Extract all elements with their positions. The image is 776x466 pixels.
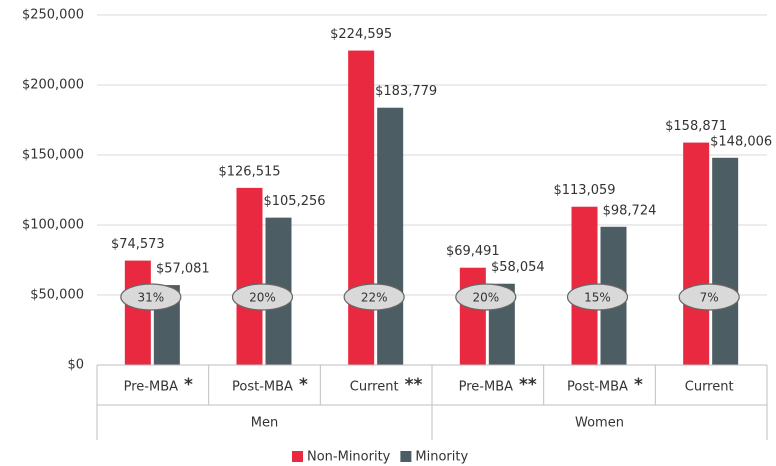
data-label: $69,491 <box>446 244 500 259</box>
bar <box>348 50 375 365</box>
data-label: $57,081 <box>156 262 210 277</box>
x-tick-label: Post-MBA <box>567 380 628 395</box>
data-label: $113,059 <box>553 183 615 198</box>
data-label: $98,724 <box>603 203 657 218</box>
legend-label: Non-Minority <box>307 450 391 465</box>
gap-badge <box>343 283 405 311</box>
y-tick-label: $100,000 <box>22 218 84 233</box>
bar <box>236 187 263 365</box>
y-tick-label: $250,000 <box>22 8 84 23</box>
y-tick-label: $0 <box>67 358 84 373</box>
x-tick-label: Post-MBA <box>232 380 293 395</box>
x-tick-label: Pre-MBA <box>459 380 513 395</box>
significance: ** <box>405 375 423 395</box>
data-label: $58,054 <box>491 260 545 275</box>
data-label: $224,595 <box>330 27 392 42</box>
legend-swatch <box>292 451 303 462</box>
gap-badge <box>566 283 629 311</box>
data-label: $74,573 <box>111 237 165 252</box>
significance: * <box>634 375 643 395</box>
gap-label: 20% <box>472 291 499 305</box>
bar <box>712 157 739 365</box>
x-tick-label: Pre-MBA <box>124 380 178 395</box>
bar <box>683 142 710 365</box>
significance: * <box>184 375 193 395</box>
significance: * <box>299 375 308 395</box>
group-label: Women <box>575 416 624 431</box>
data-label: $183,779 <box>375 84 437 99</box>
gap-badge <box>678 283 740 311</box>
gap-badge <box>231 283 294 311</box>
bar <box>377 107 404 365</box>
significance: ** <box>519 375 537 395</box>
y-tick-label: $150,000 <box>22 148 84 163</box>
gap-label: 22% <box>361 291 388 305</box>
x-tick-label: Current <box>350 380 399 395</box>
gap-badge <box>120 283 182 311</box>
gap-label: 7% <box>700 291 719 305</box>
data-label: $126,515 <box>218 164 280 179</box>
data-label: $158,871 <box>665 119 727 134</box>
data-label: $105,256 <box>263 194 325 209</box>
bar <box>124 260 151 365</box>
data-label: $148,006 <box>710 134 772 149</box>
group-label: Men <box>251 416 278 431</box>
gap-label: 31% <box>137 291 164 305</box>
gap-label: 20% <box>249 291 276 305</box>
bar <box>459 267 486 365</box>
legend-swatch <box>400 451 412 462</box>
legend-label: Minority <box>415 450 468 465</box>
x-tick-label: Current <box>685 380 734 395</box>
y-tick-label: $50,000 <box>30 288 84 303</box>
gap-label: 15% <box>584 291 611 305</box>
gap-badge <box>455 283 517 311</box>
y-tick-label: $200,000 <box>22 78 84 93</box>
